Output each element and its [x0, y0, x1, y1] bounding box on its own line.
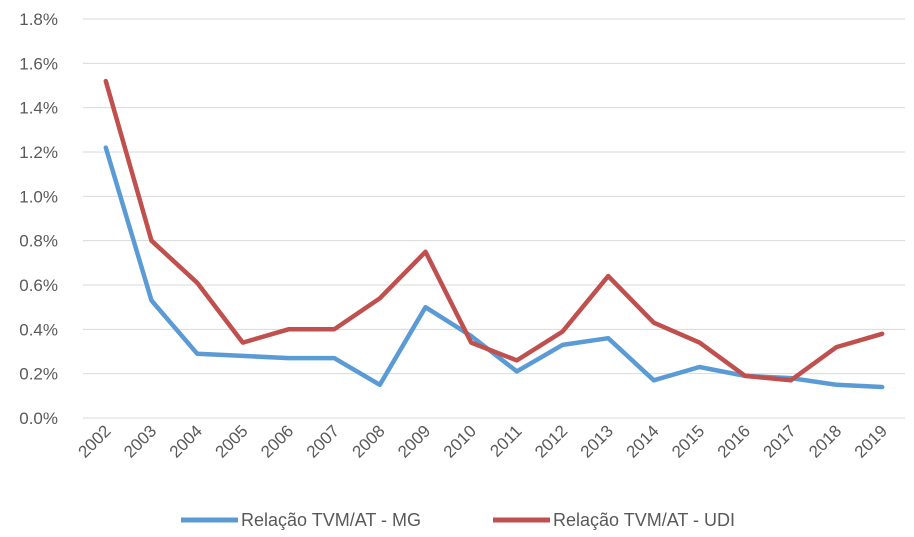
y-tick-label: 1.4% [19, 99, 58, 118]
y-tick-label: 1.6% [19, 54, 58, 73]
x-tick-label: 2006 [257, 421, 297, 461]
x-tick-label: 2017 [759, 421, 799, 461]
x-tick-label: 2005 [211, 421, 251, 461]
y-tick-label: 1.0% [19, 187, 58, 206]
gridlines [83, 18, 905, 419]
x-tick-label: 2010 [440, 421, 480, 461]
x-tick-label: 2019 [851, 421, 891, 461]
x-tick-label: 2004 [166, 421, 206, 461]
series-line-udi [103, 78, 885, 383]
x-tick-label: 2018 [805, 421, 845, 461]
y-tick-label: 0.6% [19, 276, 58, 295]
x-tick-label: 2003 [120, 421, 160, 461]
x-tick-label: 2013 [577, 421, 617, 461]
x-tick-label: 2015 [668, 421, 708, 461]
x-tick-label: 2014 [622, 421, 662, 461]
y-axis: 0.0% 0.2% 0.4% 0.6% 0.8% 1.0% 1.2% 1.4% 1.6% 1.8% [19, 10, 58, 428]
y-tick-label: 0.0% [19, 409, 58, 428]
series-lines [103, 78, 885, 390]
x-tick-label: 2012 [531, 421, 571, 461]
legend-label: Relação TVM/AT - MG [241, 510, 421, 530]
x-tick-label: 2007 [303, 421, 343, 461]
y-tick-label: 0.2% [19, 365, 58, 384]
y-tick-label: 1.2% [19, 143, 58, 162]
x-tick-label: 2016 [714, 421, 754, 461]
x-tick-label: 2011 [486, 421, 525, 460]
y-tick-label: 1.8% [19, 10, 58, 29]
y-tick-label: 0.8% [19, 232, 58, 251]
x-tick-label: 2009 [394, 421, 434, 461]
legend: Relação TVM/AT - MG Relação TVM/AT - UDI [181, 510, 735, 530]
x-axis: 2002 2003 2004 2005 2006 2007 2008 2009 2010 2011… [74, 421, 891, 461]
x-tick-label: 2008 [348, 421, 388, 461]
legend-label: Relação TVM/AT - UDI [553, 510, 735, 530]
y-tick-label: 0.4% [19, 320, 58, 339]
x-tick-label: 2002 [74, 421, 114, 461]
